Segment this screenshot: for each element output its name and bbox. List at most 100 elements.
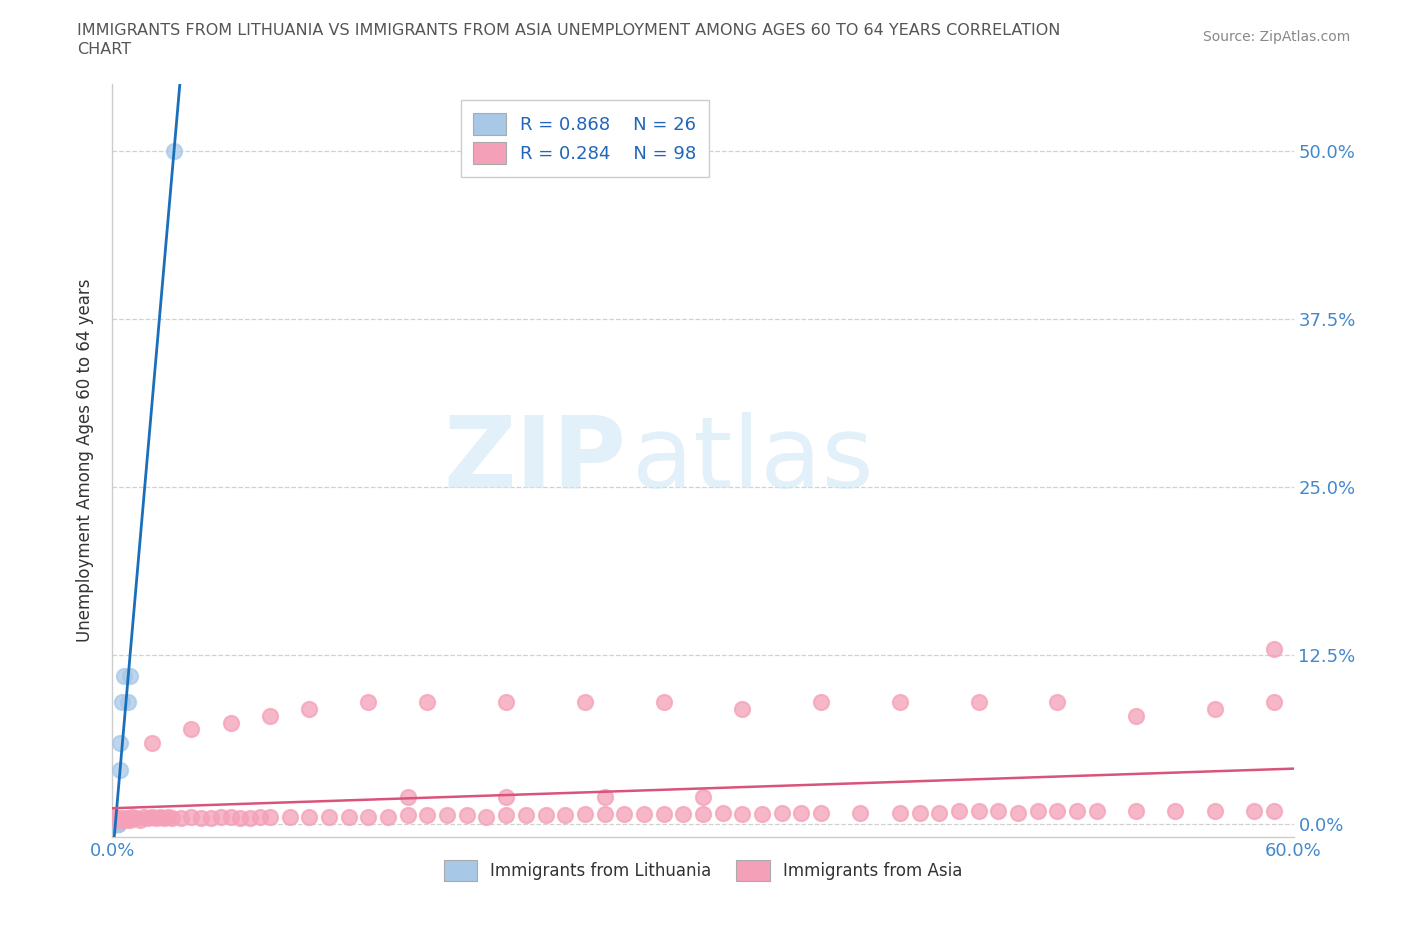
Point <box>1007 805 1029 820</box>
Legend: Immigrants from Lithuania, Immigrants from Asia: Immigrants from Lithuania, Immigrants fr… <box>436 852 970 889</box>
Point <box>1263 695 1285 710</box>
Point <box>692 806 714 821</box>
Point <box>1026 804 1049 819</box>
Point <box>1085 804 1108 819</box>
Point <box>436 808 458 823</box>
Point <box>229 811 252 826</box>
Point <box>110 811 132 826</box>
Point <box>1263 804 1285 819</box>
Point <box>249 809 271 824</box>
Point <box>987 804 1010 819</box>
Point <box>790 805 813 820</box>
Point <box>751 806 773 821</box>
Point <box>180 722 202 737</box>
Point <box>103 817 125 831</box>
Point <box>190 811 212 826</box>
Point <box>593 806 616 821</box>
Point <box>129 812 152 827</box>
Point <box>456 808 478 823</box>
Point <box>1046 695 1069 710</box>
Point <box>103 817 125 831</box>
Point <box>103 817 125 831</box>
Point <box>1204 804 1226 819</box>
Point <box>103 817 125 831</box>
Point <box>1164 804 1187 819</box>
Point <box>357 695 380 710</box>
Point <box>107 817 129 831</box>
Point <box>111 812 134 827</box>
Point <box>396 808 419 823</box>
Point <box>495 790 517 804</box>
Point <box>593 790 616 804</box>
Point <box>132 809 155 824</box>
Point <box>111 695 134 710</box>
Point <box>160 811 183 826</box>
Text: Source: ZipAtlas.com: Source: ZipAtlas.com <box>1202 30 1350 44</box>
Point <box>125 811 148 826</box>
Point <box>103 817 125 831</box>
Point <box>105 817 128 831</box>
Point <box>672 806 695 821</box>
Point <box>103 817 125 831</box>
Text: IMMIGRANTS FROM LITHUANIA VS IMMIGRANTS FROM ASIA UNEMPLOYMENT AMONG AGES 60 TO : IMMIGRANTS FROM LITHUANIA VS IMMIGRANTS … <box>77 23 1060 38</box>
Point <box>1125 804 1147 819</box>
Point <box>711 805 734 820</box>
Point <box>259 709 281 724</box>
Point <box>107 817 129 831</box>
Point <box>318 809 340 824</box>
Point <box>357 809 380 824</box>
Point <box>115 812 138 827</box>
Text: atlas: atlas <box>633 412 873 509</box>
Point <box>120 812 142 827</box>
Point <box>110 736 132 751</box>
Point <box>103 817 125 831</box>
Point <box>534 808 557 823</box>
Point <box>495 695 517 710</box>
Point <box>731 806 754 821</box>
Point <box>574 806 596 821</box>
Point <box>298 702 321 717</box>
Point <box>259 809 281 824</box>
Point <box>156 809 179 824</box>
Point <box>112 811 135 826</box>
Point <box>103 817 125 831</box>
Point <box>278 809 301 824</box>
Point <box>416 808 439 823</box>
Point <box>110 763 132 777</box>
Point <box>105 817 128 831</box>
Point <box>652 695 675 710</box>
Point <box>107 817 129 831</box>
Point <box>219 715 242 730</box>
Point <box>1243 804 1265 819</box>
Point <box>1066 804 1088 819</box>
Point <box>416 695 439 710</box>
Point <box>180 809 202 824</box>
Point <box>105 811 128 826</box>
Point <box>239 811 262 826</box>
Point <box>120 668 142 683</box>
Point <box>1263 642 1285 657</box>
Point <box>613 806 636 821</box>
Point <box>117 695 139 710</box>
Point <box>298 809 321 824</box>
Point <box>152 811 174 826</box>
Point <box>103 817 125 831</box>
Point <box>149 809 172 824</box>
Point <box>475 809 498 824</box>
Point <box>633 806 655 821</box>
Point <box>105 817 128 831</box>
Point <box>219 809 242 824</box>
Y-axis label: Unemployment Among Ages 60 to 64 years: Unemployment Among Ages 60 to 64 years <box>76 279 94 642</box>
Text: ZIP: ZIP <box>443 412 626 509</box>
Point <box>810 695 832 710</box>
Point <box>889 805 911 820</box>
Point <box>1204 702 1226 717</box>
Point <box>103 809 125 824</box>
Point <box>136 811 159 826</box>
Point <box>141 736 163 751</box>
Point <box>908 805 931 820</box>
Point <box>849 805 872 820</box>
Point <box>554 808 576 823</box>
Point <box>105 817 128 831</box>
Point <box>337 809 360 824</box>
